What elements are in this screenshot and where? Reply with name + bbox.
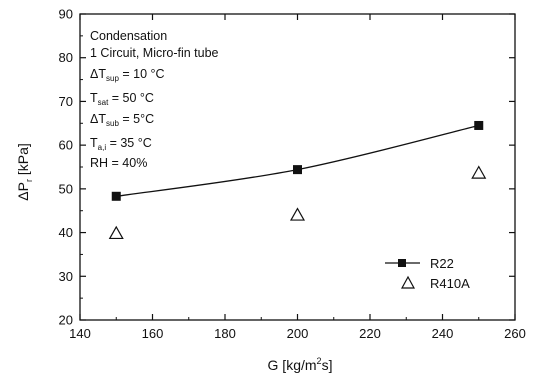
y-tick-label: 80: [59, 50, 73, 65]
legend-label-r22: R22: [430, 256, 454, 271]
y-tick-label: 70: [59, 94, 73, 109]
legend-entry-r410a: R410A: [400, 275, 470, 291]
series-line-r22: [116, 124, 479, 197]
annotation-t-ai: Ta,i = 35 °C: [90, 136, 152, 152]
y-tick-label: 50: [59, 181, 73, 196]
annotation-circuit: 1 Circuit, Micro-fin tube: [90, 46, 219, 60]
data-point-r410a: [108, 225, 124, 240]
data-point-r410a: [289, 207, 306, 221]
legend-label-r410a: R410A: [430, 276, 470, 291]
annotation-dt-sub: ΔTsub = 5°C: [90, 112, 154, 128]
annotation-condensation: Condensation: [90, 29, 167, 43]
annotation-t-sat: Tsat = 50 °C: [90, 91, 154, 107]
annotation-rh: RH = 40%: [90, 156, 147, 170]
legend-entry-r22: R22: [385, 256, 454, 271]
y-tick-label: 40: [59, 225, 73, 240]
x-tick-label: 200: [287, 326, 309, 341]
data-point-r22: [293, 165, 302, 175]
y-tick-label: 30: [59, 269, 73, 284]
condition-annotations: Condensation 1 Circuit, Micro-fin tube Δ…: [90, 29, 219, 170]
data-point-r22: [474, 120, 484, 130]
x-tick-label: 180: [214, 326, 236, 341]
annotation-dt-sup: ΔTsup = 10 °C: [90, 67, 165, 83]
legend-marker-r410a: [400, 275, 416, 289]
x-tick-label: 240: [432, 326, 454, 341]
data-point-r22: [111, 191, 121, 201]
x-tick-label: 260: [504, 326, 526, 341]
y-axis-label: ΔPr [kPa]: [15, 143, 34, 201]
y-tick-label: 60: [59, 138, 73, 153]
legend: R22 R410A: [385, 256, 470, 291]
x-tick-label: 220: [359, 326, 381, 341]
x-tick-label: 140: [69, 326, 91, 341]
legend-marker-r22: [398, 259, 406, 267]
series-layer: [108, 120, 487, 240]
x-tick-label: 160: [142, 326, 164, 341]
y-tick-label: 90: [59, 7, 73, 22]
data-point-r410a: [471, 165, 487, 179]
x-axis-ticks: 140 160 180 200 220 240 260: [69, 14, 526, 341]
y-axis-ticks: 20 30 40 50 60 70 80 90: [59, 7, 515, 328]
y-tick-label: 20: [59, 313, 73, 328]
x-axis-label: G [kg/m2s]: [268, 356, 333, 373]
